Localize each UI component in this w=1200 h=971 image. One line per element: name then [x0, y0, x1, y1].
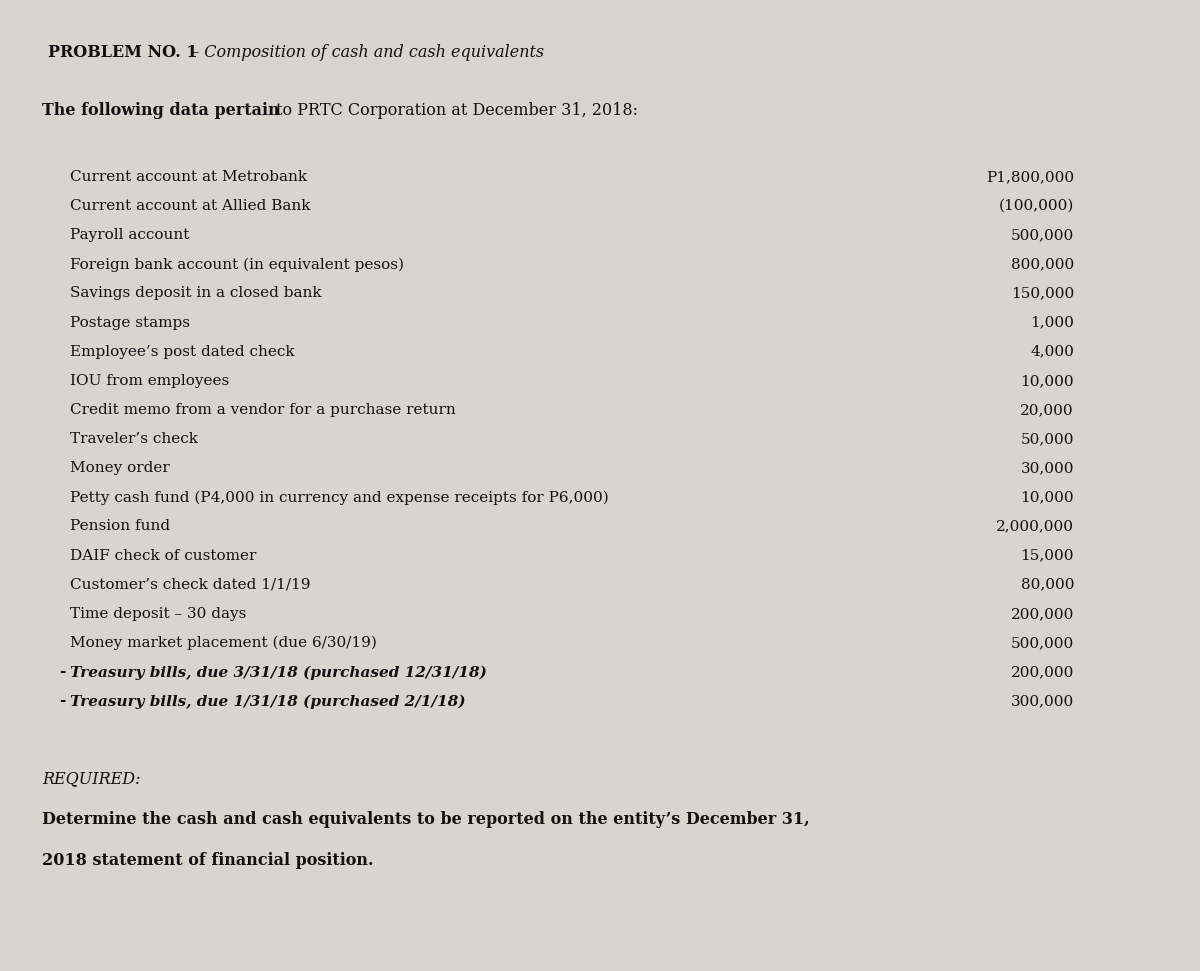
- Text: 2018 statement of financial position.: 2018 statement of financial position.: [42, 852, 373, 869]
- Text: -: -: [59, 665, 65, 679]
- Text: The following data pertain: The following data pertain: [42, 102, 286, 119]
- Text: Current account at Allied Bank: Current account at Allied Bank: [70, 199, 310, 213]
- Text: Postage stamps: Postage stamps: [70, 316, 190, 329]
- Text: DAIF check of customer: DAIF check of customer: [70, 549, 256, 562]
- Text: 50,000: 50,000: [1020, 432, 1074, 446]
- Text: Money market placement (due 6/30/19): Money market placement (due 6/30/19): [70, 636, 377, 651]
- Text: Foreign bank account (in equivalent pesos): Foreign bank account (in equivalent peso…: [70, 257, 403, 272]
- Text: 1,000: 1,000: [1030, 316, 1074, 329]
- Text: 10,000: 10,000: [1020, 490, 1074, 504]
- Text: 4,000: 4,000: [1030, 345, 1074, 358]
- Text: Customer’s check dated 1/1/19: Customer’s check dated 1/1/19: [70, 578, 310, 591]
- Text: 150,000: 150,000: [1010, 286, 1074, 300]
- Text: Traveler’s check: Traveler’s check: [70, 432, 198, 446]
- Text: 15,000: 15,000: [1020, 549, 1074, 562]
- Text: Petty cash fund (P4,000 in currency and expense receipts for P6,000): Petty cash fund (P4,000 in currency and …: [70, 490, 608, 505]
- Text: Treasury bills, due 3/31/18 (purchased 12/31/18): Treasury bills, due 3/31/18 (purchased 1…: [70, 665, 486, 680]
- Text: 2,000,000: 2,000,000: [996, 519, 1074, 533]
- Text: -: -: [59, 694, 65, 708]
- Text: 300,000: 300,000: [1010, 694, 1074, 708]
- Text: Payroll account: Payroll account: [70, 228, 188, 242]
- Text: – Composition of cash and cash equivalents: – Composition of cash and cash equivalen…: [186, 44, 544, 61]
- Text: 500,000: 500,000: [1010, 636, 1074, 650]
- Text: 20,000: 20,000: [1020, 403, 1074, 417]
- Text: 800,000: 800,000: [1010, 257, 1074, 271]
- Text: PROBLEM NO. 1: PROBLEM NO. 1: [48, 44, 198, 61]
- Text: 10,000: 10,000: [1020, 374, 1074, 387]
- Text: 500,000: 500,000: [1010, 228, 1074, 242]
- Text: Determine the cash and cash equivalents to be reported on the entity’s December : Determine the cash and cash equivalents …: [42, 811, 810, 828]
- Text: Current account at Metrobank: Current account at Metrobank: [70, 170, 307, 184]
- Text: REQUIRED:: REQUIRED:: [42, 770, 140, 787]
- Text: to PRTC Corporation at December 31, 2018:: to PRTC Corporation at December 31, 2018…: [276, 102, 638, 119]
- Text: P1,800,000: P1,800,000: [986, 170, 1074, 184]
- Text: Treasury bills, due 1/31/18 (purchased 2/1/18): Treasury bills, due 1/31/18 (purchased 2…: [70, 694, 466, 709]
- Text: 80,000: 80,000: [1020, 578, 1074, 591]
- Text: (100,000): (100,000): [998, 199, 1074, 213]
- Text: Money order: Money order: [70, 461, 169, 475]
- Text: Savings deposit in a closed bank: Savings deposit in a closed bank: [70, 286, 322, 300]
- Text: 200,000: 200,000: [1010, 607, 1074, 620]
- Text: IOU from employees: IOU from employees: [70, 374, 229, 387]
- Text: Credit memo from a vendor for a purchase return: Credit memo from a vendor for a purchase…: [70, 403, 455, 417]
- Text: 200,000: 200,000: [1010, 665, 1074, 679]
- Text: Employee’s post dated check: Employee’s post dated check: [70, 345, 294, 358]
- Text: Pension fund: Pension fund: [70, 519, 169, 533]
- Text: 30,000: 30,000: [1020, 461, 1074, 475]
- Text: Time deposit – 30 days: Time deposit – 30 days: [70, 607, 246, 620]
